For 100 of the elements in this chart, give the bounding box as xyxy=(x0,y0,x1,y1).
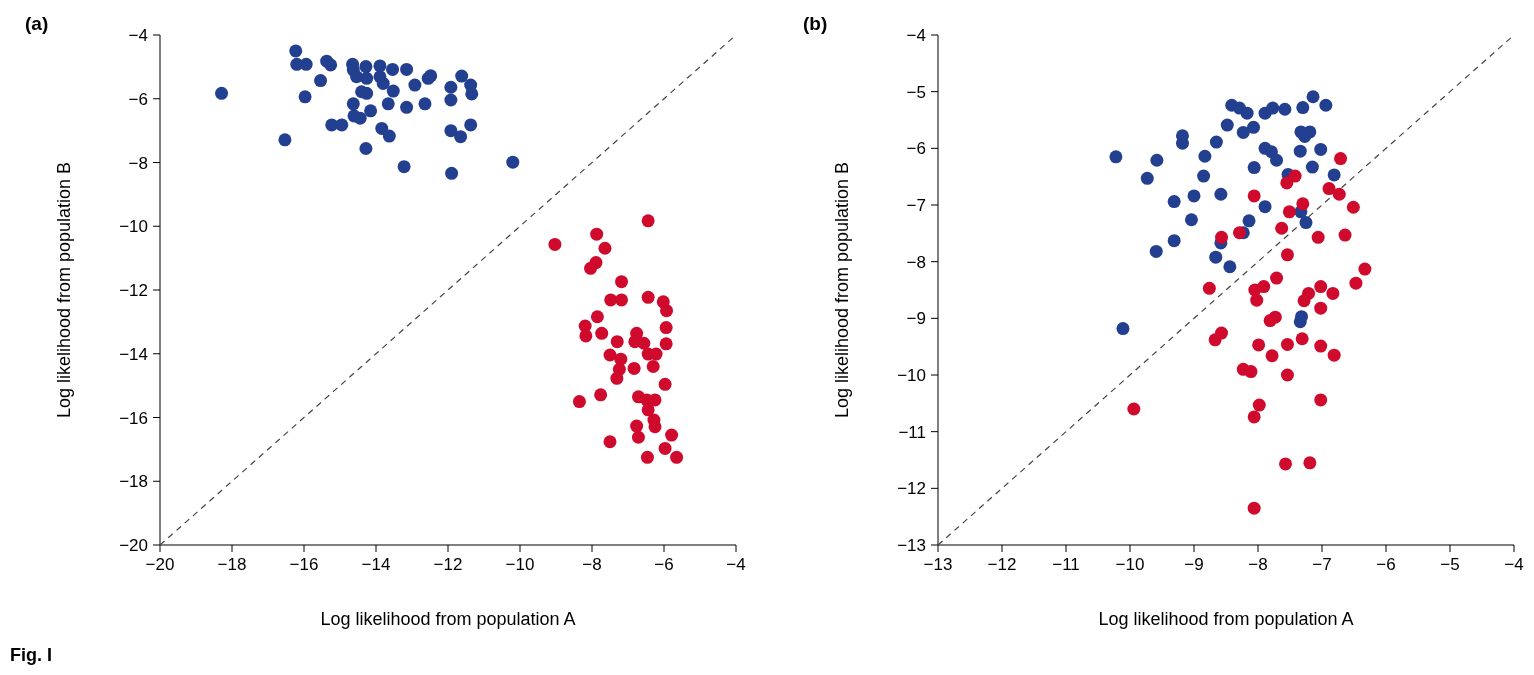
point xyxy=(464,118,478,132)
x-tick-label: −10 xyxy=(1115,555,1145,574)
point xyxy=(1109,150,1123,164)
point xyxy=(1332,187,1346,201)
y-tick-label: −5 xyxy=(906,82,926,102)
point xyxy=(1293,144,1307,158)
y-tick-label: −13 xyxy=(897,536,926,555)
point xyxy=(1306,90,1320,104)
y-axis-title: Log likelihood from population B xyxy=(54,161,74,419)
point xyxy=(444,80,458,94)
point xyxy=(400,62,414,76)
point xyxy=(627,361,641,375)
point xyxy=(1127,402,1141,416)
point xyxy=(659,337,673,351)
point xyxy=(648,420,662,434)
point xyxy=(1266,101,1280,115)
point xyxy=(659,321,673,335)
point xyxy=(215,86,229,100)
point xyxy=(670,450,684,464)
y-tick-label: −8 xyxy=(128,153,148,173)
point xyxy=(418,97,432,111)
x-tick-label: −12 xyxy=(987,555,1017,574)
y-axis-title: Log likelihood from population B xyxy=(832,161,852,419)
point xyxy=(465,87,479,101)
point xyxy=(382,129,396,143)
point xyxy=(579,329,593,343)
point xyxy=(386,62,400,76)
point xyxy=(376,76,390,90)
point xyxy=(1209,250,1223,264)
point xyxy=(1215,230,1229,244)
point xyxy=(1244,365,1258,379)
point xyxy=(590,227,604,241)
point xyxy=(1282,205,1296,219)
point xyxy=(1314,301,1328,315)
chart-title: (a) xyxy=(25,13,49,34)
y-tick-label: −6 xyxy=(128,89,148,109)
point xyxy=(1278,102,1292,116)
point xyxy=(1187,189,1201,203)
y-tick-label: −10 xyxy=(119,217,148,237)
y-tick-label: −16 xyxy=(119,408,148,428)
point xyxy=(360,71,374,85)
point xyxy=(1215,326,1229,340)
point xyxy=(1242,214,1256,228)
point xyxy=(346,97,360,111)
point xyxy=(1358,262,1372,276)
point xyxy=(665,428,679,442)
point xyxy=(445,166,459,180)
point xyxy=(1232,226,1246,240)
x-tick-label: −13 xyxy=(923,555,953,574)
point xyxy=(1280,248,1294,262)
point xyxy=(1299,216,1313,230)
point xyxy=(1223,260,1237,274)
point xyxy=(615,275,629,289)
point xyxy=(630,419,644,433)
point xyxy=(1280,337,1294,351)
point xyxy=(1327,168,1341,182)
point xyxy=(1167,195,1181,209)
point xyxy=(603,435,617,449)
point xyxy=(584,261,598,275)
y-tick-label: −14 xyxy=(119,344,148,364)
point xyxy=(506,155,520,169)
point xyxy=(353,111,367,125)
y-tick-label: −11 xyxy=(898,422,926,442)
x-tick-label: −5 xyxy=(1440,555,1460,574)
point xyxy=(324,58,338,72)
point xyxy=(1209,135,1223,149)
point xyxy=(1327,348,1341,362)
x-tick-label: −12 xyxy=(433,555,463,574)
point xyxy=(1296,101,1310,115)
point xyxy=(335,118,349,132)
y-tick-label: −12 xyxy=(119,281,148,300)
point xyxy=(1247,161,1261,175)
point xyxy=(641,403,655,417)
x-tick-label: −8 xyxy=(582,555,602,574)
point xyxy=(1198,149,1212,163)
x-tick-label: −9 xyxy=(1184,555,1204,574)
point xyxy=(640,450,654,464)
y-tick-label: −4 xyxy=(128,26,148,45)
point xyxy=(1150,153,1164,167)
point xyxy=(1116,322,1130,336)
point xyxy=(1314,393,1328,407)
point xyxy=(1296,197,1310,211)
point xyxy=(397,160,411,174)
y-tick-label: −18 xyxy=(119,472,148,492)
point xyxy=(1140,171,1154,185)
point xyxy=(1257,280,1271,294)
point xyxy=(1314,142,1328,156)
point xyxy=(631,430,645,444)
point xyxy=(1322,182,1336,196)
point xyxy=(646,360,660,373)
point xyxy=(1247,501,1261,515)
point xyxy=(1346,200,1360,214)
point xyxy=(1247,410,1261,424)
point xyxy=(548,237,562,251)
point xyxy=(1220,118,1234,132)
point xyxy=(1236,125,1250,139)
point xyxy=(375,121,389,135)
x-axis-title: Log likelihood from population A xyxy=(320,609,576,629)
point xyxy=(359,141,373,155)
point xyxy=(1319,98,1333,112)
